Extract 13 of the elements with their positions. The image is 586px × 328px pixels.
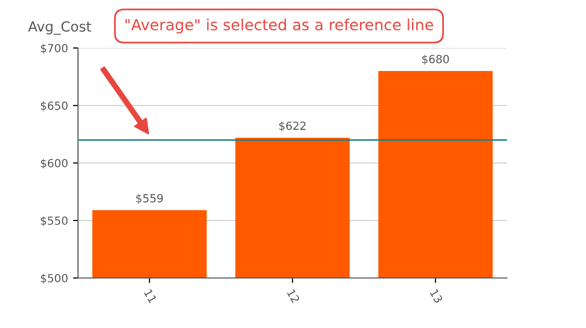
text: "Average" is selected as a reference line <box>126 18 434 34</box>
y-tick-label: $550 <box>40 216 68 226</box>
x-tick-label: 12 <box>286 288 300 304</box>
y-tick-label: $600 <box>40 158 68 169</box>
data-label: $622 <box>279 121 306 132</box>
y-axis-title: Avg_Cost <box>28 21 92 35</box>
data-label: $559 <box>136 194 163 204</box>
y-tick-label: $500 <box>40 274 68 284</box>
data-label: $680 <box>422 54 449 65</box>
x-tick-label: 11 <box>144 288 157 304</box>
x-tick-label: 13 <box>430 288 444 304</box>
y-tick-label: $650 <box>40 101 68 112</box>
y-tick-label: $700 <box>40 44 68 54</box>
